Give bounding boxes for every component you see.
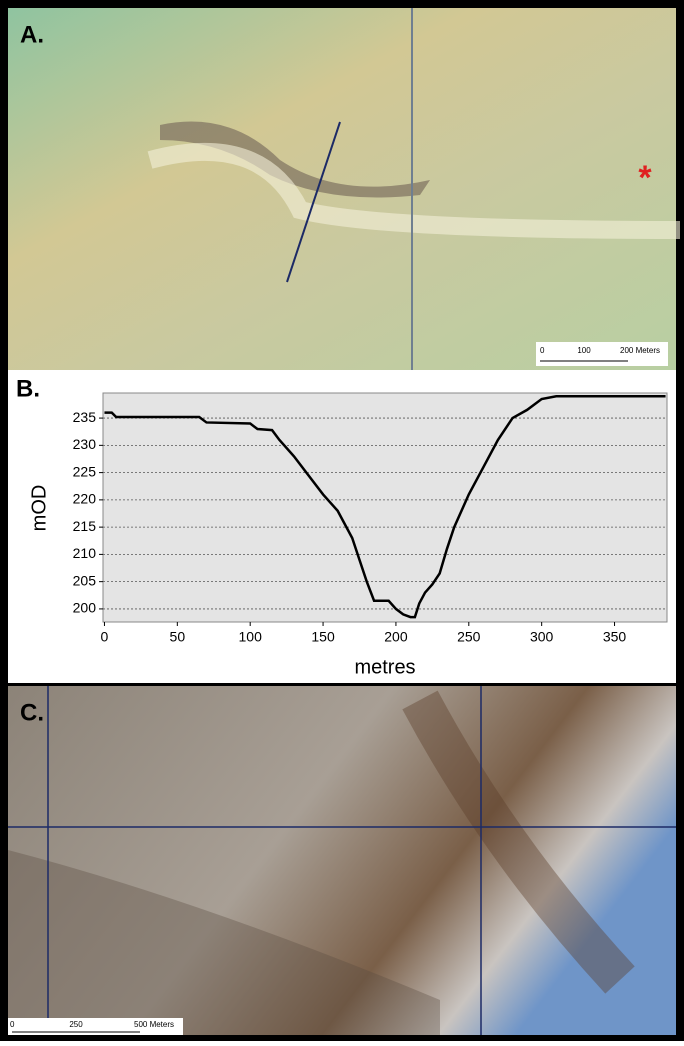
scale-label: 500 Meters	[134, 1020, 174, 1029]
x-tick-label: 50	[170, 629, 186, 645]
scale-label: 250	[69, 1020, 83, 1029]
y-tick-label: 230	[73, 436, 97, 452]
y-tick-label: 210	[73, 545, 97, 561]
x-tick-label: 300	[530, 629, 554, 645]
y-tick-label: 225	[73, 463, 97, 479]
scale-label: 0	[540, 346, 545, 355]
y-tick-label: 205	[73, 572, 97, 588]
x-tick-label: 0	[101, 629, 109, 645]
page: {"panel_a": {"label": "A.", "marker": "*…	[0, 0, 684, 1041]
y-tick-label: 235	[73, 409, 97, 425]
plot-area	[103, 393, 667, 622]
y-tick-label: 215	[73, 518, 97, 534]
y-tick-label: 220	[73, 491, 97, 507]
y-tick-label: 200	[73, 600, 97, 616]
x-tick-label: 150	[311, 629, 335, 645]
x-axis-label: metres	[354, 656, 415, 678]
panel-label: C.	[20, 699, 44, 726]
marker: *	[638, 159, 652, 197]
y-axis-label: mOD	[28, 485, 50, 532]
x-tick-label: 350	[603, 629, 627, 645]
panel-label: B.	[16, 375, 40, 402]
scale-label: 100	[577, 346, 591, 355]
scale-label: 200 Meters	[620, 346, 660, 355]
figure: * A. 0 100 200 Meters B. metres mOD 200 2…	[0, 0, 684, 1041]
panel-label: A.	[20, 21, 44, 48]
x-tick-label: 200	[384, 629, 408, 645]
x-tick-label: 100	[239, 629, 263, 645]
scale-label: 0	[10, 1020, 15, 1029]
x-tick-label: 250	[457, 629, 481, 645]
